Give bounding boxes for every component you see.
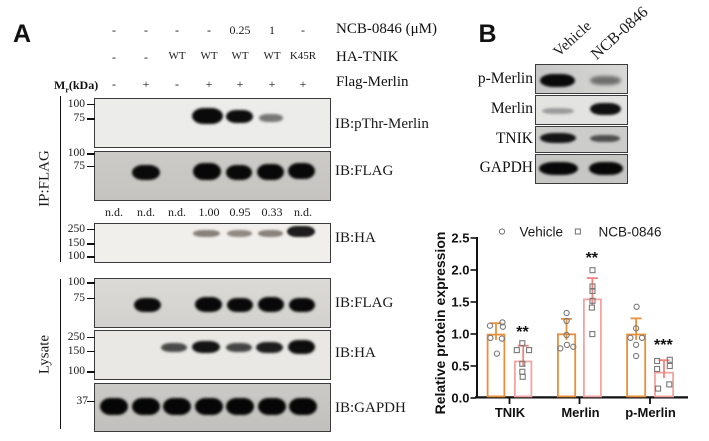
svg-text:p-Merlin: p-Merlin	[625, 405, 676, 420]
svg-text:1.5: 1.5	[451, 295, 469, 310]
svg-text:Vehicle: Vehicle	[520, 225, 564, 240]
svg-text:2.5: 2.5	[451, 231, 469, 246]
svg-text:Merlin: Merlin	[561, 405, 599, 420]
svg-text:2.0: 2.0	[451, 263, 469, 278]
svg-text:0.5: 0.5	[451, 359, 469, 374]
svg-text:1.0: 1.0	[451, 327, 469, 342]
svg-text:0.0: 0.0	[451, 391, 469, 406]
svg-text:**: **	[586, 250, 599, 267]
svg-text:TNIK: TNIK	[495, 405, 526, 420]
svg-text:NCB-0846: NCB-0846	[599, 225, 662, 240]
svg-text:Relative protein expression: Relative protein expression	[432, 232, 448, 415]
svg-text:**: **	[516, 324, 529, 341]
svg-text:***: ***	[654, 337, 673, 354]
